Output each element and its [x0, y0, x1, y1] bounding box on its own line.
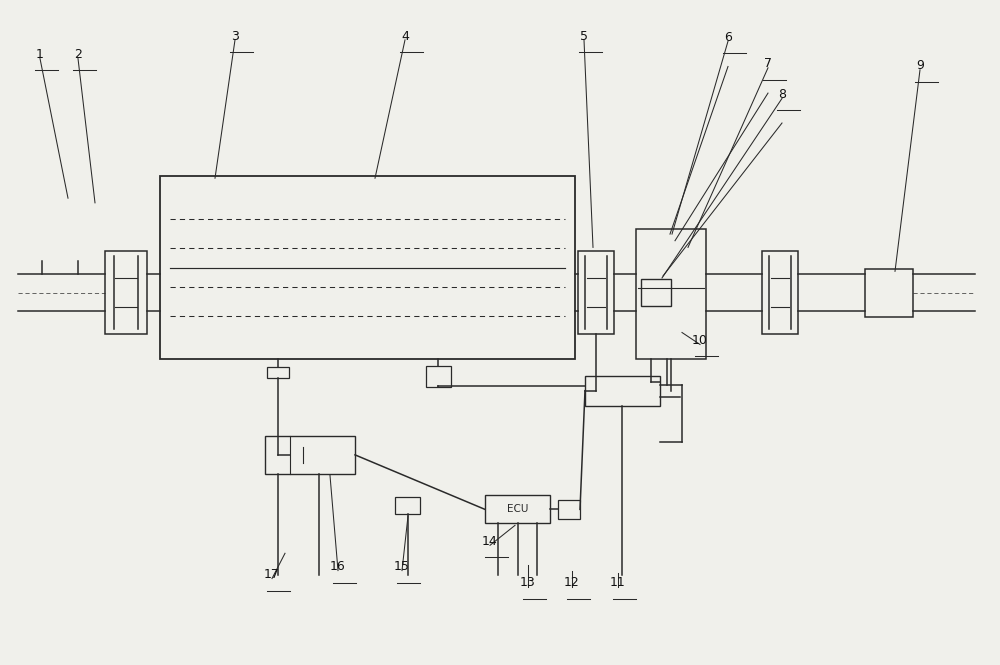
Text: 2: 2 — [74, 48, 82, 61]
Text: 7: 7 — [764, 57, 772, 70]
Bar — [395, 497, 420, 514]
Bar — [426, 366, 450, 387]
Text: 15: 15 — [394, 560, 410, 573]
Text: 5: 5 — [580, 29, 588, 43]
Bar — [105, 251, 147, 334]
Text: ECU: ECU — [507, 504, 528, 515]
Bar — [485, 495, 550, 523]
Text: 12: 12 — [564, 576, 580, 589]
Bar — [160, 176, 575, 359]
Text: 8: 8 — [778, 88, 786, 101]
Text: 1: 1 — [36, 48, 44, 61]
Bar — [578, 251, 614, 334]
Bar — [865, 269, 913, 317]
Text: 16: 16 — [330, 560, 346, 573]
Text: 4: 4 — [401, 29, 409, 43]
Bar — [265, 436, 355, 474]
Text: 6: 6 — [724, 31, 732, 44]
Text: 17: 17 — [264, 568, 280, 581]
Text: 3: 3 — [231, 29, 239, 43]
Text: 10: 10 — [692, 334, 708, 347]
Text: 11: 11 — [610, 576, 626, 589]
Text: 9: 9 — [916, 59, 924, 72]
Text: 14: 14 — [482, 535, 498, 548]
Bar — [641, 279, 671, 306]
Bar — [762, 251, 798, 334]
Bar — [267, 366, 289, 378]
Bar — [636, 229, 706, 359]
Bar — [585, 376, 660, 406]
Text: 13: 13 — [520, 576, 536, 589]
Bar — [558, 500, 580, 519]
